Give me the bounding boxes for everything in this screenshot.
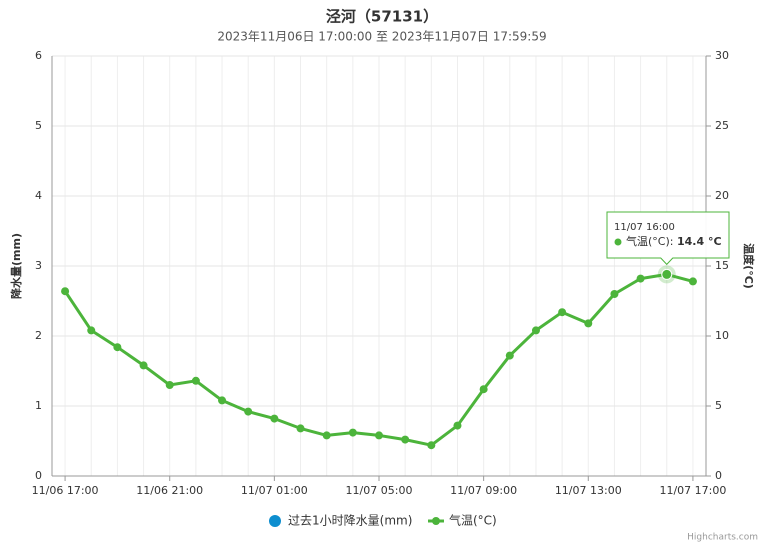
y-tick-label: 6	[35, 49, 42, 62]
point	[584, 319, 593, 328]
y2-tick-label: 20	[715, 189, 729, 202]
y-tick-label: 1	[35, 399, 42, 412]
point	[688, 277, 697, 286]
point	[401, 435, 410, 444]
y2-tick-label: 10	[715, 329, 729, 342]
y-tick-label: 4	[35, 189, 42, 202]
tooltip-header: 11/07 16:00	[614, 222, 675, 233]
x-tick-label: 11/07 13:00	[555, 484, 622, 497]
x-tick-label: 11/06 17:00	[32, 484, 99, 497]
legend-label: 气温(°C)	[449, 513, 497, 528]
point	[636, 274, 645, 283]
tooltip-marker	[614, 238, 622, 246]
chart-subtitle: 2023年11月06日 17:00:00 至 2023年11月07日 17:59…	[217, 30, 546, 44]
y-tick-label: 2	[35, 329, 42, 342]
y-tick-label: 5	[35, 119, 42, 132]
chart-title: 泾河（57131）	[326, 8, 438, 26]
point	[427, 441, 436, 450]
credits: Highcharts.com	[687, 533, 758, 543]
point	[479, 385, 488, 394]
point	[165, 381, 174, 389]
y-tick-label: 0	[35, 469, 42, 482]
point	[610, 290, 619, 298]
y2-tick-label: 30	[715, 49, 729, 62]
y2-tick-label: 5	[715, 399, 722, 412]
point	[375, 431, 383, 440]
legend-symbol	[269, 515, 281, 527]
y2-tick-label: 15	[715, 259, 729, 272]
x-tick-label: 11/07 17:00	[659, 484, 726, 497]
x-tick-label: 11/06 21:00	[136, 484, 203, 497]
point	[558, 308, 567, 317]
point	[296, 424, 305, 433]
point	[113, 343, 122, 352]
point	[218, 396, 227, 405]
x-tick-label: 11/07 09:00	[450, 484, 517, 497]
point	[61, 287, 70, 296]
point	[453, 421, 462, 430]
point	[191, 376, 200, 385]
y2-tick-label: 0	[715, 469, 722, 482]
y2-tick-label: 25	[715, 119, 729, 132]
tooltip-box	[606, 211, 730, 266]
point	[139, 361, 148, 370]
tooltip-series: 气温(°C):	[626, 234, 677, 248]
hover-point	[661, 268, 673, 280]
point	[270, 414, 279, 423]
legend-label: 过去1小时降水量(mm)	[288, 514, 412, 528]
point	[322, 431, 331, 440]
point	[244, 407, 253, 416]
x-tick-label: 11/07 05:00	[346, 484, 413, 497]
point	[505, 351, 514, 360]
point	[87, 326, 96, 335]
point	[531, 326, 540, 335]
tooltip-value: 14.4 °C	[677, 235, 722, 248]
tooltip-text: 气温(°C): 14.4 °C	[626, 234, 722, 248]
x-tick-label: 11/07 01:00	[241, 484, 308, 497]
legend-symbol	[432, 517, 440, 525]
point	[348, 428, 357, 437]
y2-axis-title: 温度(°C)	[742, 243, 756, 289]
y-axis-title: 降水量(mm)	[9, 233, 23, 299]
y-tick-label: 3	[35, 259, 42, 272]
